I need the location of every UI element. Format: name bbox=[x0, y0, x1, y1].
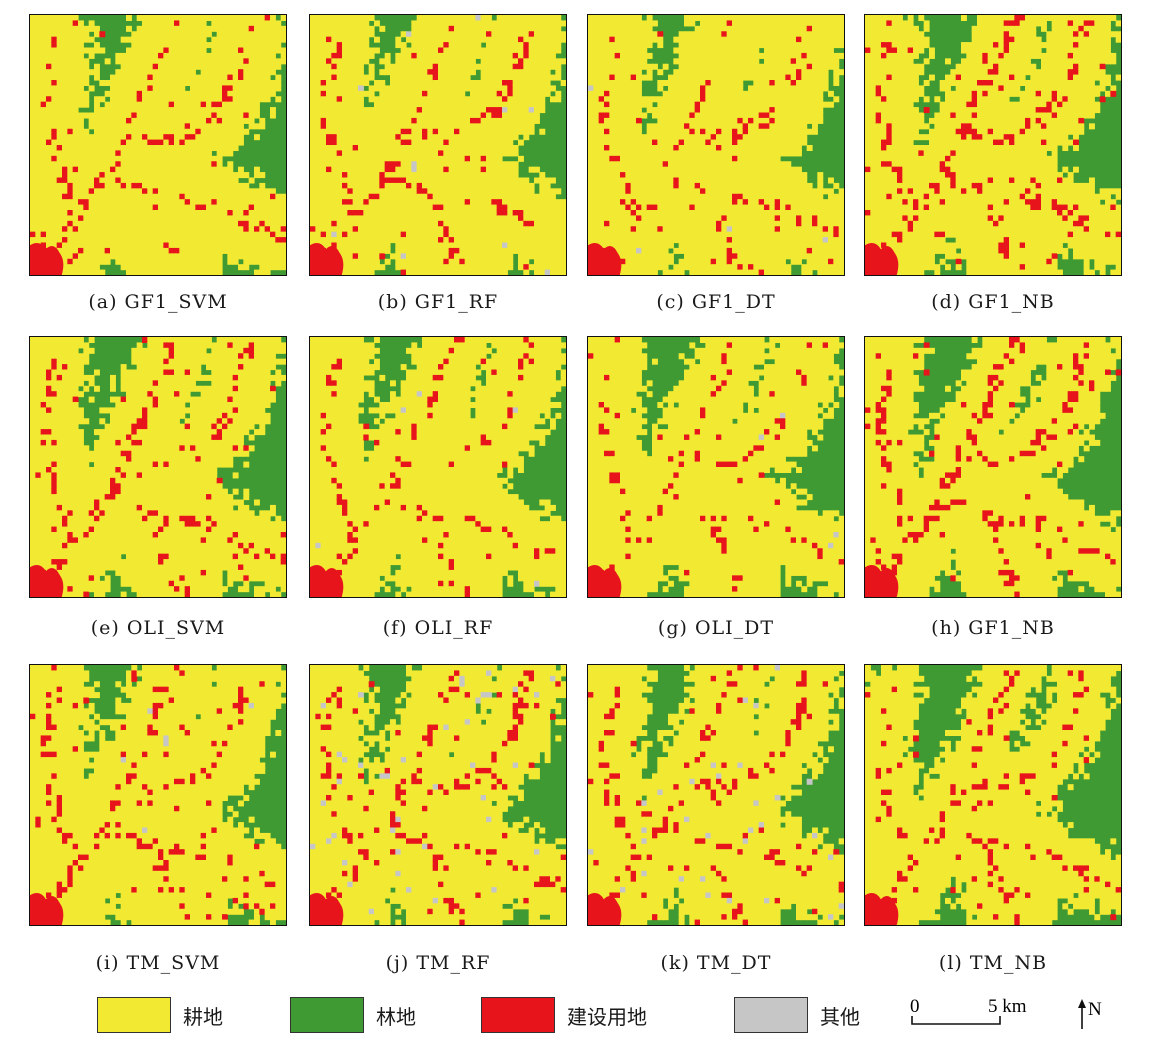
map-panel-k bbox=[587, 664, 845, 926]
north-arrow: N bbox=[1074, 995, 1114, 1035]
legend-swatch-forest bbox=[290, 997, 364, 1033]
map-panel-l bbox=[864, 664, 1122, 926]
map-panel-f bbox=[309, 336, 567, 598]
classification-map bbox=[30, 15, 286, 275]
legend-label-forest: 林地 bbox=[376, 1001, 416, 1030]
legend-item-cropland: 耕地 bbox=[97, 997, 223, 1033]
legend-swatch-cropland bbox=[97, 997, 171, 1033]
panel-caption-i: (i) TM_SVM bbox=[29, 952, 287, 974]
panel-caption-d: (d) GF1_NB bbox=[864, 291, 1122, 313]
map-panel-j bbox=[309, 664, 567, 926]
classification-map bbox=[588, 15, 844, 275]
legend-item-forest: 林地 bbox=[290, 997, 416, 1033]
panel-caption-e: (e) OLI_SVM bbox=[29, 617, 287, 639]
panel-caption-f: (f) OLI_RF bbox=[309, 617, 567, 639]
panel-caption-b: (b) GF1_RF bbox=[309, 291, 567, 313]
classification-map bbox=[310, 337, 566, 597]
legend-label-cropland: 耕地 bbox=[183, 1001, 223, 1030]
scale-zero-label: 0 bbox=[910, 996, 920, 1017]
classification-map bbox=[310, 665, 566, 925]
panel-caption-j: (j) TM_RF bbox=[309, 952, 567, 974]
legend-label-built-up: 建设用地 bbox=[567, 1001, 647, 1030]
classification-map bbox=[30, 665, 286, 925]
panel-caption-c: (c) GF1_DT bbox=[587, 291, 845, 313]
panel-caption-k: (k) TM_DT bbox=[587, 952, 845, 974]
classification-map bbox=[865, 337, 1121, 597]
classification-map bbox=[588, 665, 844, 925]
classification-map bbox=[310, 15, 566, 275]
map-panel-a bbox=[29, 14, 287, 276]
north-arrow-icon bbox=[1078, 999, 1086, 1008]
scale-distance-label: 5 km bbox=[988, 996, 1027, 1017]
map-panel-b bbox=[309, 14, 567, 276]
legend-label-other: 其他 bbox=[820, 1001, 860, 1030]
panel-caption-l: (l) TM_NB bbox=[864, 952, 1122, 974]
legend-swatch-built-up bbox=[481, 997, 555, 1033]
classification-map bbox=[588, 337, 844, 597]
map-panel-e bbox=[29, 336, 287, 598]
north-label: N bbox=[1088, 999, 1102, 1020]
scale-bar-line bbox=[911, 1016, 1001, 1025]
panel-caption-a: (a) GF1_SVM bbox=[29, 291, 287, 313]
panel-caption-h: (h) GF1_NB bbox=[864, 617, 1122, 639]
map-panel-c bbox=[587, 14, 845, 276]
classification-map bbox=[865, 665, 1121, 925]
classification-map bbox=[865, 15, 1121, 275]
scale-bar: 0 5 km bbox=[904, 992, 1044, 1032]
panel-caption-g: (g) OLI_DT bbox=[587, 617, 845, 639]
classification-map bbox=[30, 337, 286, 597]
map-panel-i bbox=[29, 664, 287, 926]
legend-item-built-up: 建设用地 bbox=[481, 997, 647, 1033]
map-panel-d bbox=[864, 14, 1122, 276]
map-panel-h bbox=[864, 336, 1122, 598]
map-panel-g bbox=[587, 336, 845, 598]
legend-item-other: 其他 bbox=[734, 997, 860, 1033]
legend-swatch-other bbox=[734, 997, 808, 1033]
